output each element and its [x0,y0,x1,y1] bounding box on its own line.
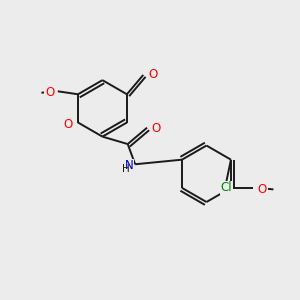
Text: O: O [258,183,267,196]
Text: O: O [45,86,54,99]
Text: O: O [148,68,158,82]
Text: O: O [63,118,73,130]
Text: O: O [152,122,161,135]
Text: Cl: Cl [221,182,232,194]
Text: N: N [125,159,134,172]
Text: H: H [122,164,130,174]
